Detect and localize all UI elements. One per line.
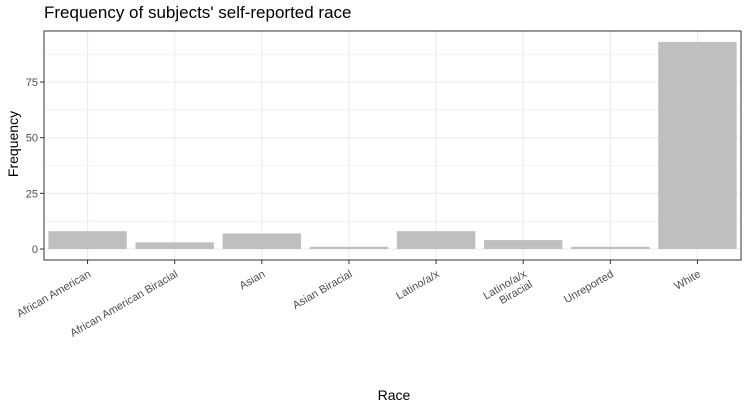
panel-background (44, 31, 741, 260)
bar (309, 246, 389, 249)
y-tick-label: 25 (26, 188, 38, 200)
x-tick-label: Latino/a/x (394, 268, 442, 302)
grid-lines (44, 31, 741, 260)
y-tick-label: 0 (32, 244, 38, 256)
bar (483, 240, 563, 249)
x-tick-label: Asian (237, 268, 267, 292)
bar (571, 246, 650, 249)
y-axis-ticks: 0 25 50 75 (26, 77, 44, 256)
bar (135, 242, 214, 249)
x-tick-label: African American (15, 268, 93, 320)
bar (222, 233, 302, 249)
y-tick-label: 75 (26, 77, 38, 89)
x-tick-label: Unreported (562, 268, 616, 306)
chart-title: Frequency of subjects' self-reported rac… (44, 3, 352, 22)
x-axis-title: Race (378, 387, 411, 403)
x-tick-label: White (673, 268, 703, 292)
bars (48, 41, 737, 249)
x-tick-label: Latino/a/xBiracial (481, 268, 535, 313)
bar (658, 41, 737, 249)
panel-border (43, 30, 742, 261)
y-tick-label: 50 (26, 133, 38, 145)
y-axis-title: Frequency (5, 111, 21, 177)
bar (396, 231, 476, 249)
x-tick-label: Asian Biracial (291, 268, 355, 312)
bar (48, 231, 127, 249)
